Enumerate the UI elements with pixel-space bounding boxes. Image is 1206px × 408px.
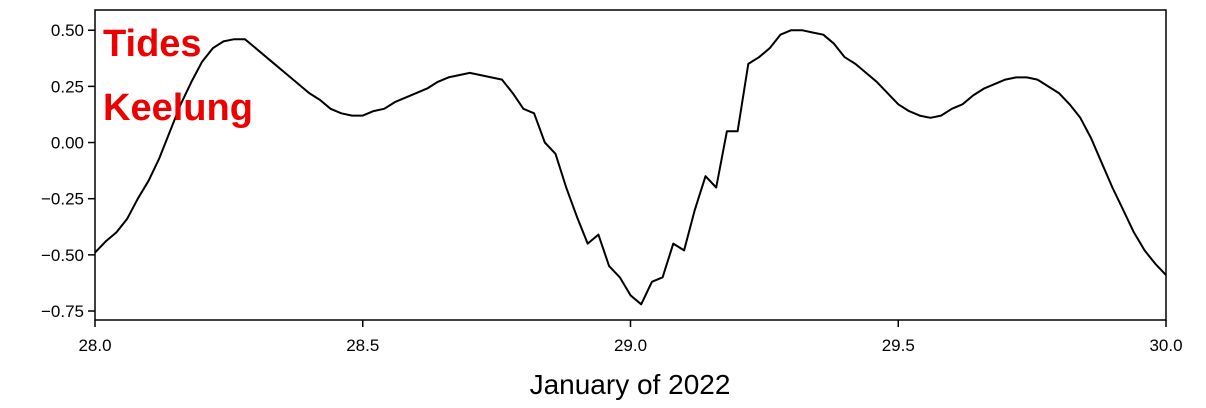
x-axis: 28.0 28.5 29.0 29.5 30.0 [78,320,1183,355]
x-tick-label: 29.5 [882,336,915,355]
x-axis-label: January of 2022 [530,369,731,400]
x-tick-label: 28.5 [346,336,379,355]
y-axis: 0.50 0.25 0.00 −0.25 −0.50 −0.75 [41,21,95,321]
y-tick-label: −0.50 [41,246,84,265]
y-tick-label: 0.25 [51,77,84,96]
y-tick-label: 0.00 [51,134,84,153]
x-tick-label: 30.0 [1149,336,1182,355]
y-tick-label: 0.50 [51,21,84,40]
tide-series-line [94,29,1167,306]
annotation-line-2: Keelung [103,87,253,129]
plot-area-frame [94,9,1167,321]
x-tick-label: 29.0 [614,336,647,355]
y-tick-label: −0.25 [41,190,84,209]
y-tick-label: −0.75 [41,302,84,321]
annotation-line-1: Tides [103,23,202,65]
x-tick-label: 28.0 [78,336,111,355]
